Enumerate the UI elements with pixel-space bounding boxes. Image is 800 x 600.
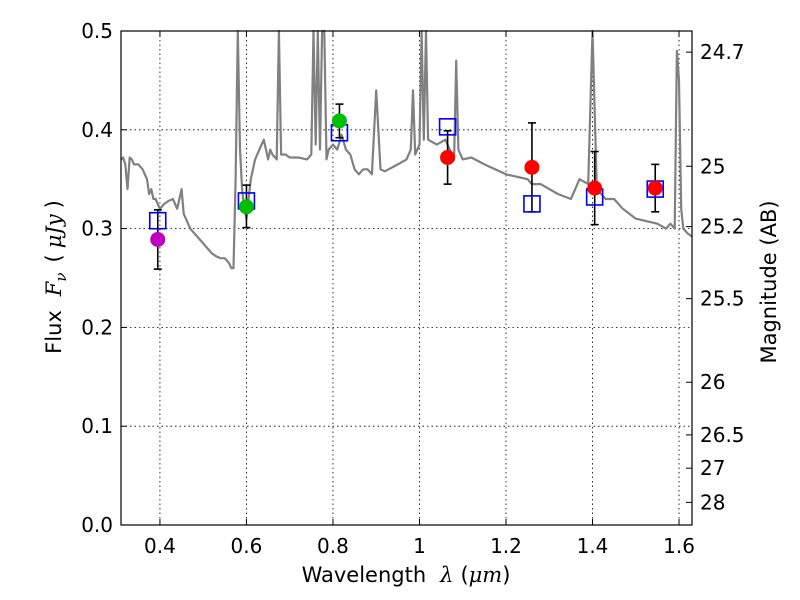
y2-tick-label: 28 — [700, 490, 725, 514]
model-photometry-square — [523, 195, 541, 213]
x-tick-label: 0.4 — [144, 534, 176, 558]
y2-tick-label: 26.5 — [700, 423, 745, 447]
x-axis-label: Wavelength λ (μm) — [302, 563, 511, 587]
y-tick-label: 0.4 — [81, 118, 113, 142]
observed-photometry-point — [440, 149, 456, 165]
y2-tick-label: 24.7 — [700, 40, 745, 64]
y2-tick-label: 25.5 — [700, 287, 745, 311]
observed-photometry-point — [647, 180, 663, 196]
y2-tick-label: 26 — [700, 370, 725, 394]
x-tick-label: 0.8 — [317, 534, 349, 558]
plot-frame — [120, 30, 693, 526]
y-tick-label: 0.0 — [81, 513, 113, 537]
observed-photometry-point — [587, 180, 603, 196]
y-tick-label: 0.1 — [81, 414, 113, 438]
observed-photometry-point — [238, 199, 254, 215]
x-tick-label: 1.4 — [577, 534, 609, 558]
y-axis-label: FluxFν(μJy) — [42, 200, 70, 354]
observed-photometry-points — [150, 113, 663, 247]
y2-tick-label: 25 — [700, 154, 725, 178]
model-photometry-square — [148, 211, 167, 230]
observed-photometry-point — [150, 231, 166, 247]
x-tick-label: 1.2 — [490, 534, 522, 558]
y2-tick-label: 25.2 — [700, 215, 745, 239]
axis-ticks: 0.4 0.6 0.8 1 1.2 1.4 1.6 0.0 0.1 0.2 0.3 0.4 0.5 24.… — [81, 19, 744, 558]
observed-photometry-point — [331, 113, 347, 129]
model-photometry-square — [438, 118, 457, 136]
x-tick-label: 0.6 — [231, 534, 263, 558]
y2-tick-label: 27 — [700, 456, 725, 480]
observed-photometry-point — [524, 159, 540, 175]
model-photometry-squares — [148, 118, 665, 230]
y-tick-label: 0.2 — [81, 315, 113, 339]
y2-axis-label: Magnitude (AB) — [757, 200, 781, 363]
x-tick-label: 1 — [413, 534, 426, 558]
y-tick-label: 0.5 — [81, 19, 113, 43]
y-tick-label: 0.3 — [81, 217, 113, 241]
x-tick-label: 1.6 — [663, 534, 695, 558]
